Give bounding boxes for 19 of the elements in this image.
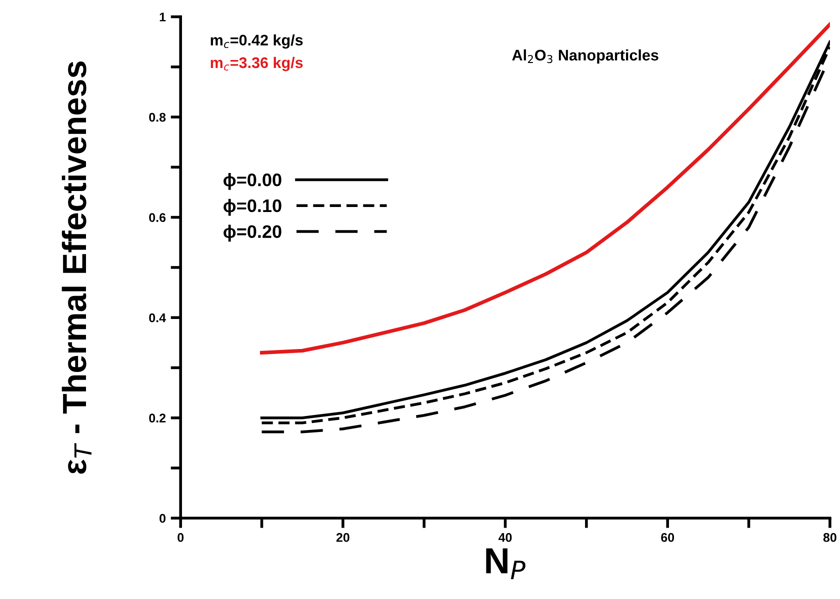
x-tick-label: 80 xyxy=(823,533,836,542)
y-tick-label: 0 xyxy=(160,514,166,523)
legend-label: ϕ=0.00 xyxy=(224,173,282,190)
x-tick-label: 0 xyxy=(178,533,184,542)
y-tick-label: 0.2 xyxy=(149,414,166,423)
x-tick-label: 40 xyxy=(498,533,512,542)
x-axis-title: N$_{P}$ xyxy=(486,548,526,580)
legend-label: ϕ=0.10 xyxy=(224,198,282,216)
x-tick-label: 20 xyxy=(336,533,350,542)
legend-label: ϕ=0.20 xyxy=(224,224,282,242)
annotation: m$_{c}$=0.42 kg/s xyxy=(210,34,303,49)
annotation: Al$_{2}$O$_{3}$ Nanoparticles xyxy=(512,49,658,64)
y-tick-label: 0.6 xyxy=(149,213,166,222)
x-tick-label: 60 xyxy=(661,533,674,542)
y-axis-title: ε$_{T}$ - Thermal Effectiveness xyxy=(62,62,92,474)
y-tick-label: 0.4 xyxy=(149,313,166,322)
y-tick-label: 1 xyxy=(160,12,166,22)
text: m$_{c}$=3.36 kg/s xyxy=(210,56,303,72)
y-tick-label: 0.8 xyxy=(149,112,166,122)
